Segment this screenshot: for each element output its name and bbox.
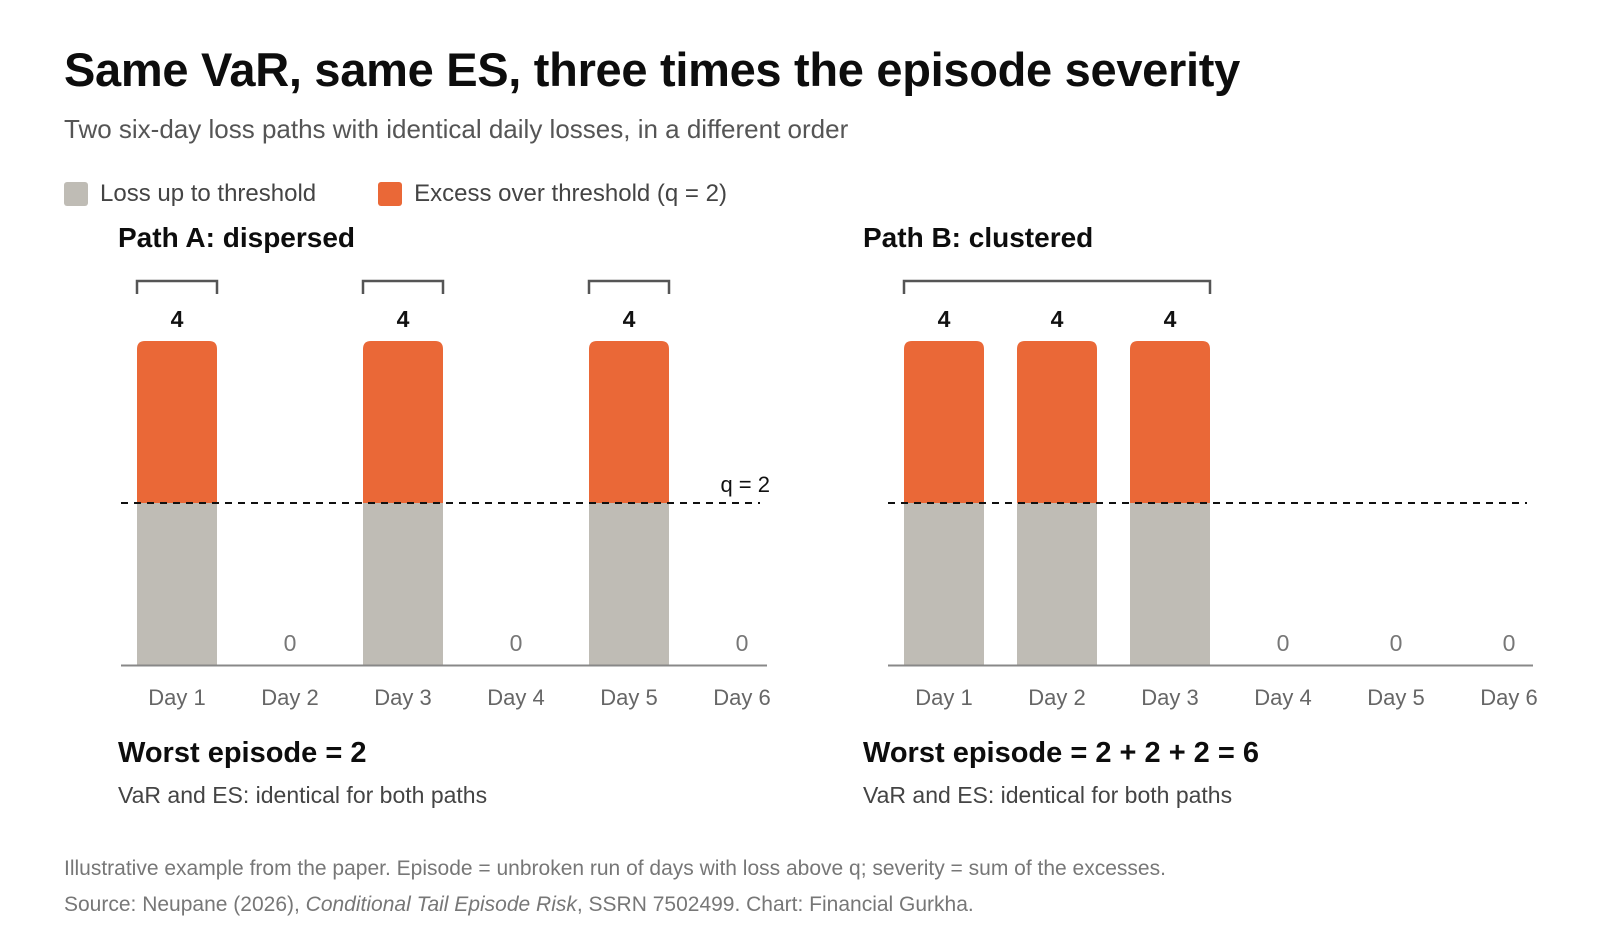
bar-segment-excess-b-3 [1130,341,1210,503]
source-line: Source: Neupane (2026), Conditional Tail… [64,893,974,917]
bar-segment-threshold-b-3 [1130,503,1210,665]
episode-bracket-b-1 [902,279,1212,294]
panel-title-path-b: Path B: clustered [863,222,1094,253]
data-label-a-6: 0 [736,630,749,656]
footnote: Illustrative example from the paper. Epi… [64,857,1166,880]
bar-segment-threshold-b-2 [1017,503,1097,665]
data-label-b-1: 4 [938,306,951,332]
legend-item-threshold: Loss up to threshold [64,180,316,208]
legend-label-threshold: Loss up to threshold [100,180,317,207]
bar-segment-excess-b-1 [904,341,984,503]
source-suffix: , SSRN 7502499. Chart: Financial Gurkha. [576,893,974,916]
legend-swatch-excess [378,182,403,206]
data-label-a-3: 4 [397,306,410,332]
bar-segment-excess-a-5 [589,341,669,503]
chart-title: Same VaR, same ES, three times the episo… [64,43,1240,96]
worst-episode-path-b: Worst episode = 2 + 2 + 2 = 6 [863,737,1259,769]
data-label-b-2: 4 [1051,306,1064,332]
bar-segment-excess-a-3 [363,341,443,503]
bar-segment-threshold-b-1 [904,503,984,665]
x-tick-label-b-3: Day 3 [1141,685,1198,710]
chart-subtitle: Two six-day loss paths with identical da… [64,114,849,144]
data-label-b-4: 0 [1277,630,1290,656]
legend: Loss up to threshold Excess over thresho… [64,177,789,211]
x-tick-label-b-5: Day 5 [1367,685,1424,710]
data-label-a-1: 4 [171,306,184,332]
x-tick-label-a-6: Day 6 [713,685,770,710]
x-tick-label-a-2: Day 2 [261,685,318,710]
legend-label-excess: Excess over threshold (q = 2) [414,180,727,207]
source-paper-title: Conditional Tail Episode Risk [305,893,577,916]
source-prefix: Source: Neupane (2026), [64,893,306,916]
x-tick-label-b-2: Day 2 [1028,685,1085,710]
legend-swatch-threshold [64,182,88,206]
x-tick-label-a-4: Day 4 [487,685,544,710]
x-tick-label-b-4: Day 4 [1254,685,1311,710]
episode-bracket-a-2 [361,279,445,294]
data-label-b-5: 0 [1390,630,1403,656]
x-tick-label-a-5: Day 5 [600,685,657,710]
data-label-a-2: 0 [284,630,297,656]
data-label-a-5: 4 [623,306,636,332]
bar-segment-threshold-a-1 [137,503,217,665]
panel-title-path-a: Path A: dispersed [118,222,356,253]
legend-item-excess: Excess over threshold (q = 2) [378,180,727,208]
x-tick-label-b-1: Day 1 [915,685,972,710]
x-tick-label-a-3: Day 3 [374,685,431,710]
bar-segment-excess-a-1 [137,341,217,503]
x-tick-label-a-1: Day 1 [148,685,205,710]
worst-episode-path-a: Worst episode = 2 [118,737,367,769]
bar-segment-excess-b-2 [1017,341,1097,503]
data-label-b-6: 0 [1503,630,1516,656]
threshold-label-a: q = 2 [720,472,770,497]
data-label-a-4: 0 [510,630,523,656]
episode-bracket-a-3 [587,279,671,294]
x-tick-label-b-6: Day 6 [1480,685,1537,710]
bar-segment-threshold-a-3 [363,503,443,665]
bar-segment-threshold-a-5 [589,503,669,665]
note-path-b: VaR and ES: identical for both paths [863,782,1233,808]
episode-bracket-a-1 [135,279,219,294]
data-label-b-3: 4 [1164,306,1177,332]
note-path-a: VaR and ES: identical for both paths [118,782,488,808]
